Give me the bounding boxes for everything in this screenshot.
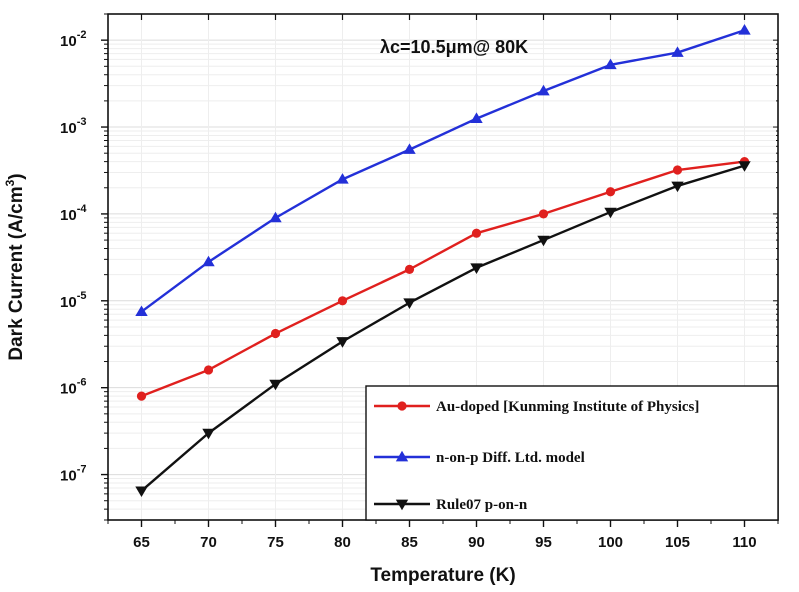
series-1 bbox=[136, 157, 750, 401]
y-tick-base: 10 bbox=[60, 33, 77, 50]
y-tick-base: 10 bbox=[60, 468, 77, 485]
x-tick-label: 75 bbox=[267, 534, 284, 551]
data-point bbox=[403, 143, 416, 154]
y-tick-label: 10-7 bbox=[60, 464, 86, 485]
y-axis-title-main: Dark Current (A/cm bbox=[6, 186, 27, 360]
data-point bbox=[336, 337, 349, 348]
legend-entry: Au-doped [Kunming Institute of Physics] bbox=[374, 399, 699, 415]
y-tick-label: 10-4 bbox=[60, 203, 87, 224]
series-line bbox=[140, 29, 745, 313]
data-point bbox=[537, 84, 550, 96]
series-line bbox=[140, 164, 745, 492]
data-point bbox=[672, 165, 683, 175]
y-tick-label: 10-3 bbox=[60, 116, 86, 137]
cutoff-annotation: λc=10.5μm@ 80K bbox=[380, 37, 528, 57]
data-point bbox=[135, 305, 148, 316]
x-tick-label: 105 bbox=[665, 534, 690, 551]
x-tick-label: 70 bbox=[200, 534, 217, 551]
x-tick-label: 110 bbox=[732, 534, 756, 551]
data-point bbox=[738, 24, 751, 35]
data-point bbox=[336, 173, 349, 184]
data-point bbox=[470, 263, 483, 274]
legend-marker bbox=[395, 450, 409, 462]
legend-label: Au-doped [Kunming Institute of Physics] bbox=[436, 399, 699, 415]
y-axis-title: Dark Current (A/cm3) bbox=[3, 173, 27, 360]
data-point bbox=[202, 255, 215, 267]
series-2 bbox=[135, 24, 751, 316]
data-point bbox=[269, 211, 282, 223]
x-tick-label: 95 bbox=[535, 534, 552, 551]
data-point bbox=[202, 428, 215, 440]
x-axis-title: Temperature (K) bbox=[370, 565, 515, 586]
y-tick-exponent: -6 bbox=[77, 377, 87, 389]
data-point bbox=[671, 181, 684, 193]
data-point bbox=[738, 161, 751, 172]
legend-marker bbox=[395, 499, 409, 511]
y-tick-exponent: -5 bbox=[77, 290, 87, 302]
x-tick-label: 65 bbox=[133, 534, 150, 551]
legend-entry: n-on-p Diff. Ltd. model bbox=[374, 450, 585, 466]
y-axis-title-close: ) bbox=[6, 173, 27, 179]
y-tick-label: 10-6 bbox=[60, 377, 86, 398]
y-tick-label: 10-5 bbox=[60, 290, 86, 311]
data-point bbox=[403, 298, 416, 309]
data-point bbox=[404, 264, 415, 274]
series-line bbox=[141, 160, 745, 398]
data-point bbox=[270, 328, 281, 339]
y-tick-base: 10 bbox=[60, 120, 77, 137]
series-layer bbox=[135, 24, 751, 498]
data-point bbox=[203, 365, 214, 375]
data-point bbox=[471, 228, 482, 238]
legend-box bbox=[365, 385, 779, 521]
y-tick-exponent: -2 bbox=[77, 29, 87, 41]
data-point bbox=[537, 235, 550, 247]
legend-entry: Rule07 p-on-n bbox=[374, 497, 528, 513]
data-point bbox=[337, 296, 348, 306]
legend: Au-doped [Kunming Institute of Physics] n… bbox=[365, 385, 779, 521]
annotation-text: =10.5μm@ 80K bbox=[400, 37, 528, 57]
annotation-symbol: λc bbox=[380, 37, 400, 57]
data-point bbox=[605, 187, 616, 197]
data-point bbox=[470, 112, 483, 123]
data-point bbox=[136, 391, 147, 401]
data-point bbox=[604, 207, 617, 219]
tick-labels: 65 70 75 80 85 90 95 100 105 11010-710-610-510-41… bbox=[60, 29, 757, 551]
legend-label: Rule07 p-on-n bbox=[436, 497, 528, 513]
x-tick-label: 80 bbox=[334, 534, 351, 551]
y-axis-title-sup: 3 bbox=[3, 179, 17, 186]
x-tick-label: 100 bbox=[598, 534, 623, 551]
x-tick-label: 85 bbox=[401, 534, 418, 551]
y-tick-base: 10 bbox=[60, 207, 77, 224]
legend-marker bbox=[397, 401, 407, 411]
y-tick-base: 10 bbox=[60, 381, 77, 398]
y-tick-label: 10-2 bbox=[60, 29, 86, 50]
y-tick-exponent: -3 bbox=[77, 116, 87, 128]
y-tick-base: 10 bbox=[60, 294, 77, 311]
x-tick-label: 90 bbox=[468, 534, 485, 551]
data-point bbox=[604, 58, 617, 70]
data-point bbox=[538, 209, 549, 219]
data-point bbox=[135, 486, 148, 498]
legend-label: n-on-p Diff. Ltd. model bbox=[436, 450, 585, 466]
data-point bbox=[671, 46, 684, 57]
y-tick-exponent: -7 bbox=[77, 464, 87, 476]
data-point bbox=[269, 379, 282, 391]
y-tick-exponent: -4 bbox=[77, 203, 88, 215]
series-3 bbox=[135, 161, 751, 498]
